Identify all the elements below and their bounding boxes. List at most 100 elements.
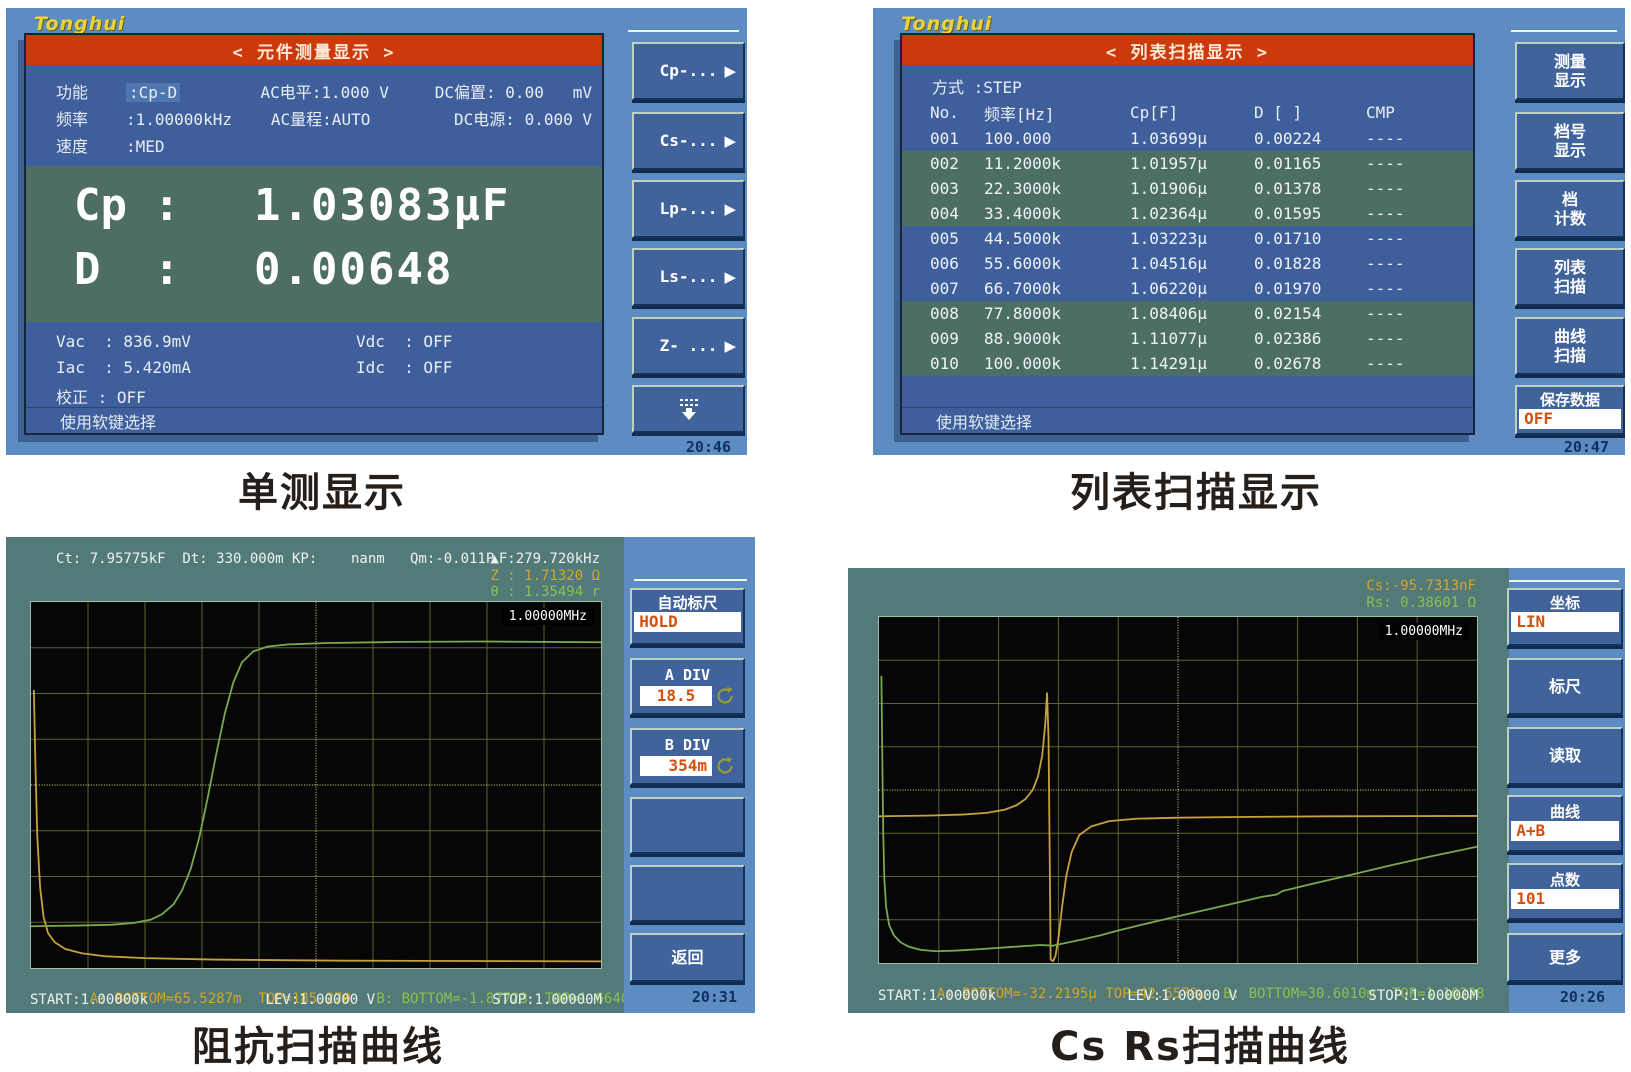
z-readout: Z : 1.71320 Ω	[490, 568, 600, 584]
vdc-readout: Vdc : OFF	[356, 332, 453, 351]
csrs-plot-canvas	[879, 617, 1477, 963]
table-cell: 1.11077μ	[1130, 329, 1208, 348]
table-cell: 11.2000k	[984, 154, 1062, 173]
dc-source[interactable]: DC电源: 0.000 V	[454, 109, 592, 129]
softkey-bin-display[interactable]: 档号 显示	[1515, 112, 1625, 170]
softkey-list-sweep[interactable]: 列表 扫描	[1515, 248, 1625, 306]
ac-range[interactable]: AC量程:AUTO	[270, 109, 371, 129]
caption-single: 单测显示	[238, 470, 406, 516]
chevron-right-icon: ▶	[724, 337, 736, 355]
chevron-right-icon: ▶	[724, 268, 736, 286]
table-cell: 008	[930, 304, 959, 323]
softkey-scale[interactable]: 标尺	[1507, 658, 1623, 715]
plot-frequency-label: 1.00000MHz	[502, 608, 593, 625]
softkey-curve-sweep[interactable]: 曲线 扫描	[1515, 317, 1625, 375]
table-header: No. 频率[Hz] Cp[F] D [ ] CMP	[902, 99, 1473, 126]
table-cell: 1.06220μ	[1130, 279, 1208, 298]
func-label: 功能	[56, 82, 89, 102]
freq-value[interactable]: :1.00000kHz	[126, 109, 232, 129]
sweep-mode[interactable]: 方式 :STEP	[932, 78, 1022, 97]
curve-a-cs	[879, 693, 1477, 961]
ac-level[interactable]: AC电平:1.000 V	[260, 82, 389, 102]
clock: 20:47	[1563, 438, 1609, 456]
softkey-autoscale[interactable]: 自动标尺 HOLD	[630, 588, 745, 645]
softkey-z[interactable]: Z- ... ▶	[632, 317, 745, 375]
parameter-area: 功能:Cp-D AC电平:1.000 V DC偏置: 0.00 mV 频率:1.…	[26, 65, 602, 158]
softkey-blank-2[interactable]	[630, 865, 745, 922]
softkey-b-div[interactable]: B DIV 354m	[630, 728, 745, 785]
table-cell: 66.7000k	[984, 279, 1062, 298]
scroll-down-icon	[679, 399, 698, 420]
table-cell: 1.04516μ	[1130, 254, 1208, 273]
table-cell: 77.8000k	[984, 304, 1062, 323]
sweep-start: START:1.00000k	[878, 988, 997, 1004]
coordinate-value: LIN	[1511, 612, 1619, 632]
sweep-level: LEV:1.00000 V	[1127, 988, 1237, 1004]
sidebar-rule	[1509, 580, 1619, 582]
panel-csrs-curve: Cs:-95.7313nF Rs: 0.38601 Ω 1.00000MHz A…	[848, 568, 1625, 1013]
vac-readout: Vac : 836.9mV	[56, 332, 191, 351]
chevron-right-icon: ▶	[724, 132, 736, 150]
table-cell: 009	[930, 329, 959, 348]
theta-readout: θ : 1.35494 r	[490, 584, 600, 600]
table-cell: 1.03223μ	[1130, 229, 1208, 248]
softkey-read[interactable]: 读取	[1507, 727, 1623, 785]
table-cell: ----	[1366, 179, 1405, 198]
table-cell: 003	[930, 179, 959, 198]
table-cell: 1.02364μ	[1130, 204, 1208, 223]
table-cell: ----	[1366, 329, 1405, 348]
caption-csrs: Cs Rs扫描曲线	[1050, 1024, 1350, 1070]
column-header: Cp[F]	[1130, 103, 1179, 122]
table-row: 010 100.000k 1.14291μ 0.02678 ----	[902, 351, 1473, 376]
correction-readout: 校正 : OFF	[56, 388, 146, 407]
func-value[interactable]: :Cp-D	[126, 82, 181, 102]
table-cell: 0.01970	[1254, 279, 1322, 298]
table-cell: 0.01828	[1254, 254, 1322, 273]
softkey-trace[interactable]: 曲线 A+B	[1507, 795, 1623, 852]
sweep-start: START:1.00000k	[30, 992, 149, 1008]
table-cell: 1.08406μ	[1130, 304, 1208, 323]
table-cell: 33.4000k	[984, 204, 1062, 223]
softkey-cp[interactable]: Cp-... ▶	[632, 42, 745, 100]
speed-label: 速度	[56, 136, 89, 156]
chevron-right-icon: ▶	[724, 62, 736, 80]
table-cell: ----	[1366, 154, 1405, 173]
table-cell: 1.03699μ	[1130, 129, 1208, 148]
softkey-return[interactable]: 返回	[630, 933, 745, 982]
sweep-stop: STOP:1.00000M	[1368, 988, 1478, 1004]
table-cell: 002	[930, 154, 959, 173]
softkey-coordinate[interactable]: 坐标 LIN	[1507, 588, 1623, 646]
speed-value[interactable]: :MED	[126, 136, 165, 156]
dc-bias[interactable]: DC偏置: 0.00 mV	[434, 82, 592, 102]
save-data-value: OFF	[1519, 409, 1621, 429]
softkey-points[interactable]: 点数 101	[1507, 863, 1623, 920]
table-cell: ----	[1366, 129, 1405, 148]
table-cell: 1.01957μ	[1130, 154, 1208, 173]
softkey-lp[interactable]: Lp-... ▶	[632, 180, 745, 238]
column-header: 频率[Hz]	[984, 104, 1055, 124]
softkey-bin-count[interactable]: 档计数	[1515, 180, 1625, 238]
status-bar: 使用软键选择	[26, 407, 602, 433]
table-row: 008 77.8000k 1.08406μ 0.02154 ----	[902, 301, 1473, 326]
softkey-a-div[interactable]: A DIV 18.5	[630, 658, 745, 715]
softkey-cs[interactable]: Cs-... ▶	[632, 112, 745, 170]
table-cell: 22.3000k	[984, 179, 1062, 198]
trace-b-scale: B: BOTTOM=30.6010m TOP=1.16228	[1223, 986, 1485, 1002]
clock: 20:31	[691, 988, 737, 1006]
table-cell: 0.01710	[1254, 229, 1322, 248]
softkey-save-data[interactable]: 保存数据 OFF	[1515, 385, 1625, 435]
table-cell: 100.000k	[984, 354, 1062, 373]
table-cell: 0.02154	[1254, 304, 1322, 323]
softkey-meas-display[interactable]: 测量 显示	[1515, 42, 1625, 100]
brand-logo: Tonghui	[901, 13, 993, 35]
measurement-result: Cp : 1.03083μF D : 0.00648	[26, 166, 602, 322]
softkey-blank-1[interactable]	[630, 797, 745, 854]
table-cell: ----	[1366, 229, 1405, 248]
plot-frequency-label: 1.00000MHz	[1378, 623, 1469, 640]
a-div-value: 18.5	[640, 686, 712, 706]
softkey-more-down[interactable]	[632, 385, 745, 433]
softkey-more[interactable]: 更多	[1507, 933, 1623, 982]
sidebar-rule	[634, 579, 747, 581]
softkey-ls[interactable]: Ls-... ▶	[632, 248, 745, 306]
table-cell: ----	[1366, 254, 1405, 273]
